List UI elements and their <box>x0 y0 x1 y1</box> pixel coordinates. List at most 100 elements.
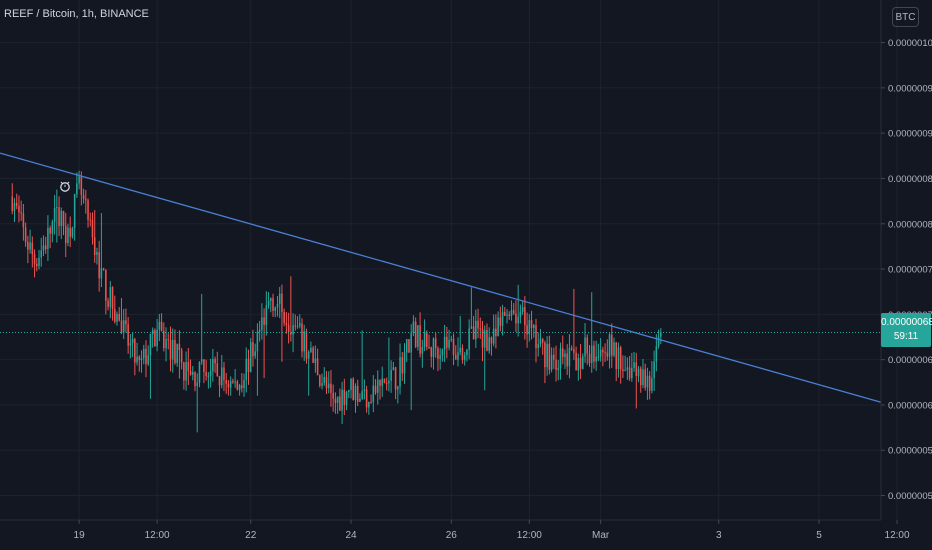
candle-body <box>127 324 129 346</box>
candle-body <box>376 379 379 393</box>
candle-body <box>122 320 125 333</box>
candle-body <box>441 349 444 356</box>
candle-body <box>44 245 47 250</box>
candle-body <box>530 320 533 329</box>
candle-body <box>294 325 297 327</box>
candle-body <box>13 202 16 212</box>
candle-body <box>651 378 653 391</box>
candle-body <box>142 348 145 359</box>
candlestick-series[interactable] <box>11 170 662 433</box>
candle-body <box>624 369 626 372</box>
candle-body <box>18 205 20 213</box>
candle-body <box>446 336 448 348</box>
candle-body <box>568 348 571 367</box>
symbol-legend[interactable]: REEF / Bitcoin, 1h, BINANCE <box>4 8 149 20</box>
candle-body <box>454 354 457 360</box>
candle-body <box>388 380 390 384</box>
candle-body <box>192 372 194 375</box>
candle-body <box>501 312 504 326</box>
candle-body <box>64 225 67 244</box>
candle-body <box>403 352 406 374</box>
candle-body <box>417 325 419 347</box>
candle-body <box>118 313 121 321</box>
candle-body <box>287 324 290 333</box>
time-axis[interactable]: 19 12:00 22 24 26 12:00 Mar 3 5 12:00 <box>74 520 910 541</box>
candle-body <box>27 241 29 250</box>
candle-body <box>292 325 294 335</box>
candle-body <box>111 287 114 310</box>
candle-body <box>24 227 27 242</box>
candle-body <box>174 339 176 363</box>
last-price-label: 0.00000068 59:11 <box>881 313 932 347</box>
candle-body <box>390 370 392 381</box>
candle-body <box>582 356 584 369</box>
candle-body <box>439 355 441 359</box>
candle-body <box>412 321 415 334</box>
candle-body <box>434 338 437 349</box>
price-tick-label: 0.00000065 <box>888 355 932 366</box>
candle-body <box>524 307 526 326</box>
candle-body <box>58 207 60 227</box>
candle-body <box>298 323 301 326</box>
candle-body <box>508 314 511 317</box>
candle-body <box>56 207 58 209</box>
candle-body <box>432 338 435 357</box>
candle-body <box>91 219 94 238</box>
price-tick-label: 0.00000075 <box>888 265 932 276</box>
candle-body <box>541 338 544 343</box>
time-tick-label: 26 <box>446 530 458 541</box>
candle-body <box>20 212 22 214</box>
candle-body <box>38 257 40 267</box>
candle-body <box>272 298 274 311</box>
candle-body <box>31 242 34 255</box>
alarm-clock-icon[interactable] <box>60 181 70 192</box>
candle-body <box>187 362 190 372</box>
candle-body <box>254 351 256 357</box>
candle-body <box>379 379 381 386</box>
candle-body <box>196 382 199 387</box>
candle-body <box>35 263 38 267</box>
candle-body <box>423 332 426 348</box>
candle-body <box>443 336 446 350</box>
candle-body <box>374 385 377 393</box>
candle-body <box>249 342 252 372</box>
candle-body <box>310 347 312 352</box>
candle-body <box>220 367 223 386</box>
candle-body <box>87 200 89 220</box>
candle-body <box>341 389 343 411</box>
time-tick-label: 12:00 <box>885 530 910 541</box>
candle-body <box>475 320 477 340</box>
candle-body <box>98 252 100 279</box>
candle-body <box>546 343 548 368</box>
candle-body <box>207 375 210 377</box>
time-tick-label: Mar <box>592 530 610 541</box>
candle-body <box>307 351 310 359</box>
candle-body <box>532 325 535 329</box>
candle-body <box>410 333 412 353</box>
candle-body <box>82 194 85 200</box>
candle-body <box>463 355 466 360</box>
candle-body <box>579 357 582 369</box>
candle-body <box>613 342 615 356</box>
candle-body <box>131 339 134 344</box>
candle-body <box>468 328 470 350</box>
candle-body <box>125 320 127 325</box>
candle-body <box>156 329 158 347</box>
time-tick-label: 12:00 <box>145 530 170 541</box>
candle-body <box>49 227 51 234</box>
price-tick-label: 0.00000055 <box>888 446 932 457</box>
candle-body <box>479 328 482 330</box>
candle-body <box>116 313 118 322</box>
candle-body <box>559 348 562 369</box>
candle-body <box>163 330 165 349</box>
candle-body <box>544 342 546 368</box>
currency-button[interactable]: BTC <box>892 7 919 27</box>
candle-body <box>512 310 515 314</box>
candle-body <box>334 398 337 403</box>
trendline[interactable] <box>0 152 882 403</box>
candle-body <box>325 376 328 389</box>
candle-body <box>301 323 303 352</box>
